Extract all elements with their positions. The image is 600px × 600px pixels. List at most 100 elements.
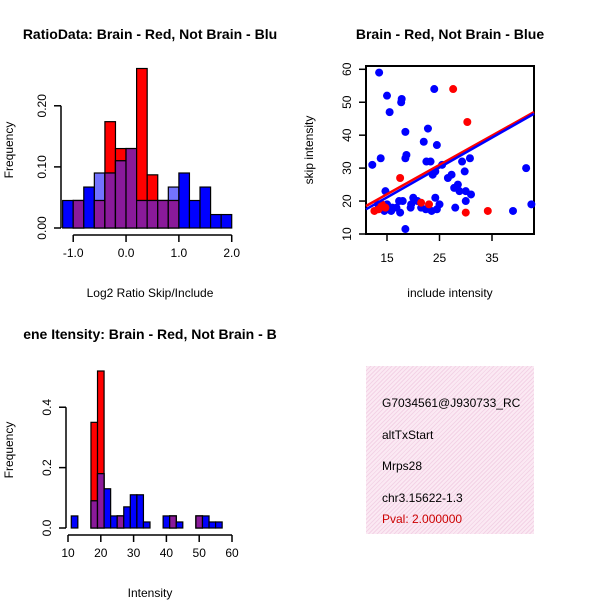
ratio-histogram-bar-overlap bbox=[72, 199, 85, 229]
intensity-histogram-bar-overlap bbox=[96, 473, 105, 529]
scatter-fit-line-brain bbox=[365, 111, 535, 208]
scatter-point-not-brain bbox=[397, 98, 406, 107]
scatter-point-not-brain bbox=[423, 124, 432, 133]
scatter-point-not-brain bbox=[385, 108, 394, 117]
ratio-histogram-x-tick-label: 1.0 bbox=[171, 246, 188, 260]
ratio-histogram-xlabel: Log2 Ratio Skip/Include bbox=[87, 286, 214, 300]
scatter-point-not-brain bbox=[388, 203, 397, 212]
ratio-histogram-x-tick-label: 2.0 bbox=[223, 246, 240, 260]
info-event: altTxStart bbox=[382, 428, 434, 442]
scatter-title: Brain - Red, Not Brain - Blue bbox=[356, 26, 544, 42]
intensity-histogram-bar-not-brain bbox=[162, 515, 171, 529]
ratio-histogram-bar-overlap bbox=[125, 147, 138, 229]
ratio-histogram-title: RatioData: Brain - Red, Not Brain - Blu bbox=[23, 26, 277, 42]
intensity-histogram-y-tick-label: 0.0 bbox=[40, 519, 54, 536]
scatter-point-not-brain bbox=[398, 197, 407, 206]
ratio-histogram-bar-overlap bbox=[167, 199, 180, 229]
scatter-point-not-brain bbox=[375, 68, 384, 77]
scatter-point-not-brain bbox=[401, 225, 410, 234]
scatter-point-not-brain bbox=[467, 190, 475, 199]
ratio-histogram-bar-not-brain bbox=[209, 213, 222, 229]
scatter-panel: Brain - Red, Not Brain - Blue 15 25 35 10 20… bbox=[302, 26, 544, 300]
scatter-point-brain bbox=[396, 174, 405, 182]
info-id: G7034561@J930733_RC bbox=[382, 396, 521, 410]
scatter-point-not-brain bbox=[443, 174, 452, 182]
intensity-histogram-axes: 10 20 30 40 50 60 0.0 0.2 0.4 bbox=[40, 399, 239, 560]
scatter-point-brain bbox=[417, 198, 426, 207]
ratio-histogram-x-tick-label: 0.0 bbox=[118, 246, 135, 260]
intensity-histogram-xlabel: Intensity bbox=[128, 586, 173, 600]
scatter-point-not-brain bbox=[396, 208, 405, 217]
scatter-point-not-brain bbox=[431, 193, 440, 202]
scatter-point-brain bbox=[483, 206, 492, 215]
ratio-histogram-axes: -1.0 0.0 1.0 2.0 0.00 0.10 0.20 bbox=[35, 94, 240, 260]
scatter-axes: 15 25 35 10 20 30 40 50 60 bbox=[340, 62, 499, 265]
scatter-point-brain bbox=[449, 85, 458, 94]
scatter-point-not-brain bbox=[435, 200, 444, 209]
scatter-y-tick-label: 20 bbox=[340, 194, 354, 208]
ratio-histogram-y-tick-label: 0.10 bbox=[35, 155, 49, 179]
intensity-histogram-bar-not-brain bbox=[142, 521, 151, 529]
scatter-point-not-brain bbox=[432, 141, 441, 150]
info-panel: G7034561@J930733_RC altTxStart Mrps28 ch… bbox=[366, 366, 534, 534]
scatter-y-tick-label: 30 bbox=[340, 161, 354, 175]
scatter-x-tick-label: 35 bbox=[485, 251, 499, 265]
ratio-histogram-bar-not-brain bbox=[62, 199, 74, 229]
ratio-histogram-bar-not-brain bbox=[188, 199, 201, 229]
info-location: chr3.15622-1.3 bbox=[382, 491, 463, 505]
scatter-point-not-brain bbox=[383, 91, 391, 100]
scatter-point-not-brain bbox=[522, 164, 531, 173]
scatter-fit-line-not-brain bbox=[365, 112, 535, 211]
ratio-histogram-bar-not-brain bbox=[220, 213, 233, 229]
intensity-histogram-x-tick-label: 30 bbox=[127, 546, 141, 560]
ratio-histogram-bar-not-brain bbox=[199, 186, 212, 229]
intensity-histogram-x-tick-label: 40 bbox=[160, 546, 174, 560]
ratio-histogram-ylabel: Frequency bbox=[2, 122, 16, 179]
ratio-histogram-y-tick-label: 0.20 bbox=[35, 94, 49, 118]
ratio-histogram-bar-not-brain bbox=[178, 172, 191, 229]
scatter-ylabel: skip intensity bbox=[302, 116, 316, 185]
intensity-histogram-bar-not-brain bbox=[123, 506, 131, 529]
intensity-histogram-bar-not-brain bbox=[103, 488, 112, 529]
scatter-point-brain bbox=[425, 200, 433, 209]
scatter-point-not-brain bbox=[465, 154, 474, 163]
intensity-histogram-bar-not-brain bbox=[201, 515, 210, 529]
intensity-histogram-panel: ene Itensity: Brain - Red, Not Brain - B… bbox=[2, 326, 277, 600]
scatter-point-not-brain bbox=[401, 127, 410, 136]
scatter-points bbox=[365, 68, 536, 234]
intensity-histogram-bar-overlap bbox=[169, 515, 177, 529]
scatter-point-not-brain bbox=[426, 157, 435, 166]
intensity-histogram-bar-not-brain bbox=[175, 521, 184, 529]
intensity-histogram-bars bbox=[70, 370, 223, 529]
scatter-point-not-brain bbox=[376, 154, 385, 163]
intensity-histogram-bar-not-brain bbox=[129, 494, 138, 529]
scatter-frame bbox=[365, 65, 535, 235]
intensity-histogram-bar-not-brain bbox=[136, 494, 145, 529]
intensity-histogram-x-tick-label: 50 bbox=[193, 546, 207, 560]
intensity-histogram-x-tick-label: 60 bbox=[225, 546, 239, 560]
intensity-histogram-bar-not-brain bbox=[110, 515, 118, 529]
intensity-histogram-y-tick-label: 0.4 bbox=[40, 399, 54, 416]
scatter-y-tick-label: 60 bbox=[340, 62, 354, 76]
scatter-point-not-brain bbox=[409, 193, 418, 202]
scatter-point-not-brain bbox=[451, 203, 460, 212]
scatter-point-not-brain bbox=[461, 197, 470, 206]
scatter-y-tick-label: 50 bbox=[340, 95, 354, 109]
intensity-histogram-bar-overlap bbox=[90, 500, 99, 529]
scatter-point-not-brain bbox=[455, 187, 464, 196]
scatter-point-not-brain bbox=[527, 200, 536, 209]
ratio-histogram-bar-overlap bbox=[93, 199, 106, 229]
scatter-point-brain bbox=[463, 118, 472, 126]
scatter-point-not-brain bbox=[401, 154, 410, 163]
ratio-histogram-bar-overlap bbox=[114, 160, 127, 229]
ratio-histogram-bars bbox=[62, 67, 233, 229]
scatter-y-tick-label: 10 bbox=[340, 227, 354, 241]
intensity-histogram-title: ene Itensity: Brain - Red, Not Brain - B bbox=[23, 326, 277, 342]
ratio-histogram-bar-overlap bbox=[136, 199, 148, 229]
ratio-histogram-x-tick-label: -1.0 bbox=[63, 246, 84, 260]
intensity-histogram-bar-not-brain bbox=[70, 515, 79, 529]
ratio-histogram-y-tick-label: 0.00 bbox=[35, 216, 49, 240]
ratio-histogram-bar-overlap bbox=[157, 199, 169, 229]
intensity-histogram-x-tick-label: 20 bbox=[94, 546, 108, 560]
intensity-histogram-y-tick-label: 0.2 bbox=[40, 459, 54, 476]
